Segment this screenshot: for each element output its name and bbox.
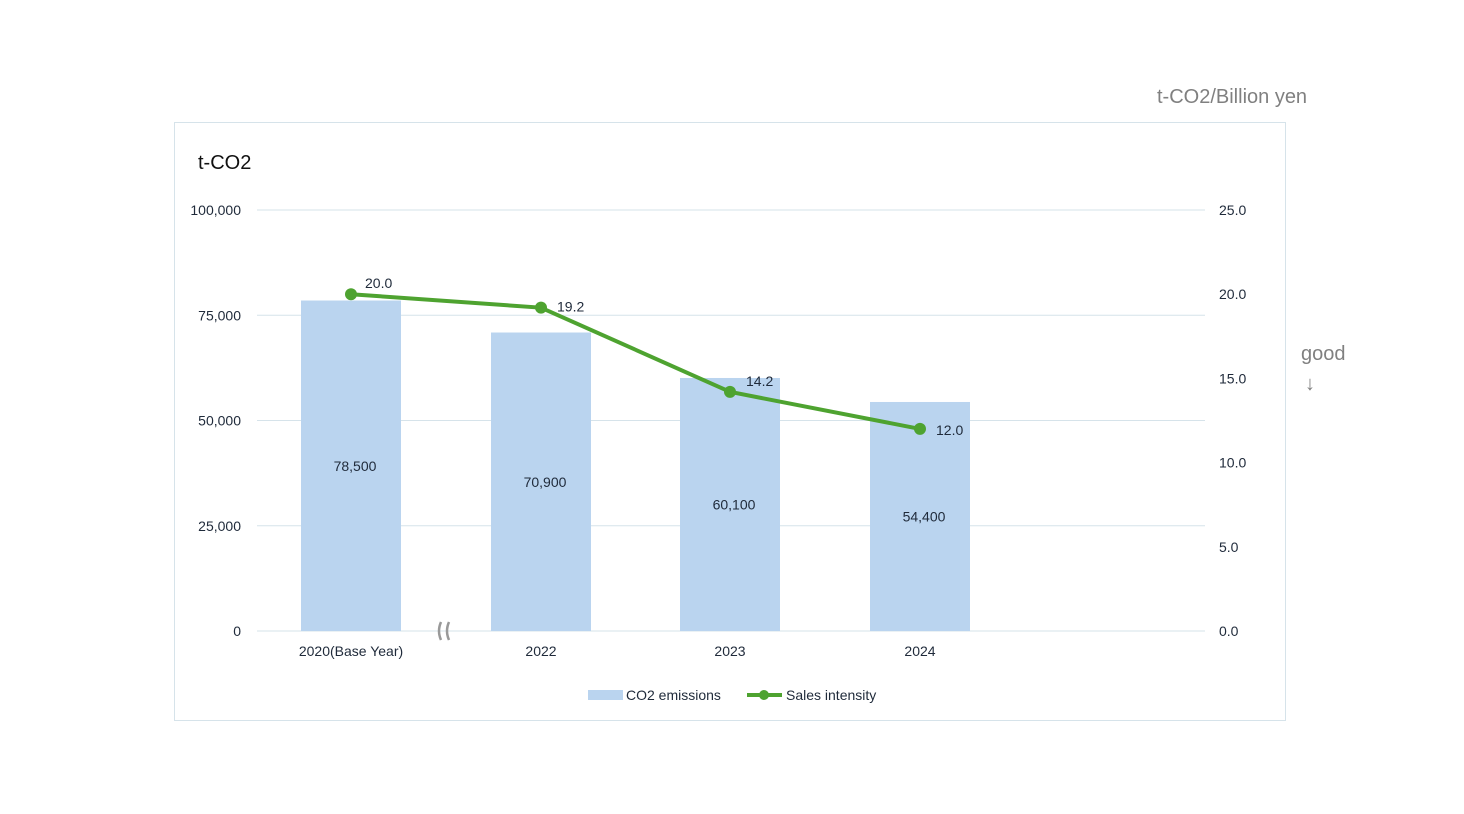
axis-break-icon: [437, 621, 451, 641]
line-point: [914, 422, 926, 435]
legend-bar-swatch: [588, 690, 623, 700]
bar-data-label: 78,500: [334, 458, 377, 474]
x-tick-label: 2023: [714, 643, 745, 659]
good-label: good: [1301, 343, 1346, 365]
y2-tick-label: 5.0: [1219, 539, 1239, 555]
bar: [680, 377, 780, 631]
y-tick-label: 25,000: [198, 518, 241, 534]
chart-frame: [174, 122, 1286, 721]
bar-data-label: 70,900: [524, 474, 567, 490]
y2-tick-label: 25.0: [1219, 202, 1246, 218]
y2-tick-label: 20.0: [1219, 286, 1246, 302]
down-arrow-icon: ↓: [1305, 373, 1315, 395]
y-tick-label: 75,000: [198, 307, 241, 323]
legend-label: CO2 emissions: [626, 687, 721, 703]
line-data-label: 19.2: [557, 299, 584, 315]
y2-tick-label: 15.0: [1219, 370, 1246, 386]
line-data-label: 12.0: [936, 422, 963, 438]
x-tick-label: 2024: [904, 643, 935, 659]
bar: [491, 332, 591, 631]
bar-data-label: 54,400: [903, 508, 946, 524]
x-tick-label: 2022: [525, 643, 556, 659]
legend-label: Sales intensity: [786, 687, 876, 703]
line-point: [724, 385, 736, 398]
y-axis-title: t-CO2: [198, 152, 252, 174]
line-data-label: 14.2: [746, 373, 773, 389]
good-annotation: good ↓: [1301, 339, 1346, 399]
bar: [301, 300, 401, 631]
y2-axis-title: t-CO2/Billion yen: [1157, 86, 1308, 108]
y-tick-label: 100,000: [190, 202, 241, 218]
line-point: [535, 301, 547, 314]
line-point: [345, 288, 357, 301]
y2-tick-label: 0.0: [1219, 623, 1239, 639]
bar-data-label: 60,100: [713, 496, 756, 512]
line-series: [350, 292, 921, 431]
legend-line-marker: [759, 690, 769, 700]
bar: [870, 401, 970, 631]
line-data-label: 20.0: [365, 275, 392, 291]
y-tick-label: 50,000: [198, 413, 241, 429]
y2-tick-label: 10.0: [1219, 455, 1246, 471]
x-tick-label: 2020(Base Year): [299, 643, 403, 659]
y-tick-label: 0: [233, 623, 241, 639]
